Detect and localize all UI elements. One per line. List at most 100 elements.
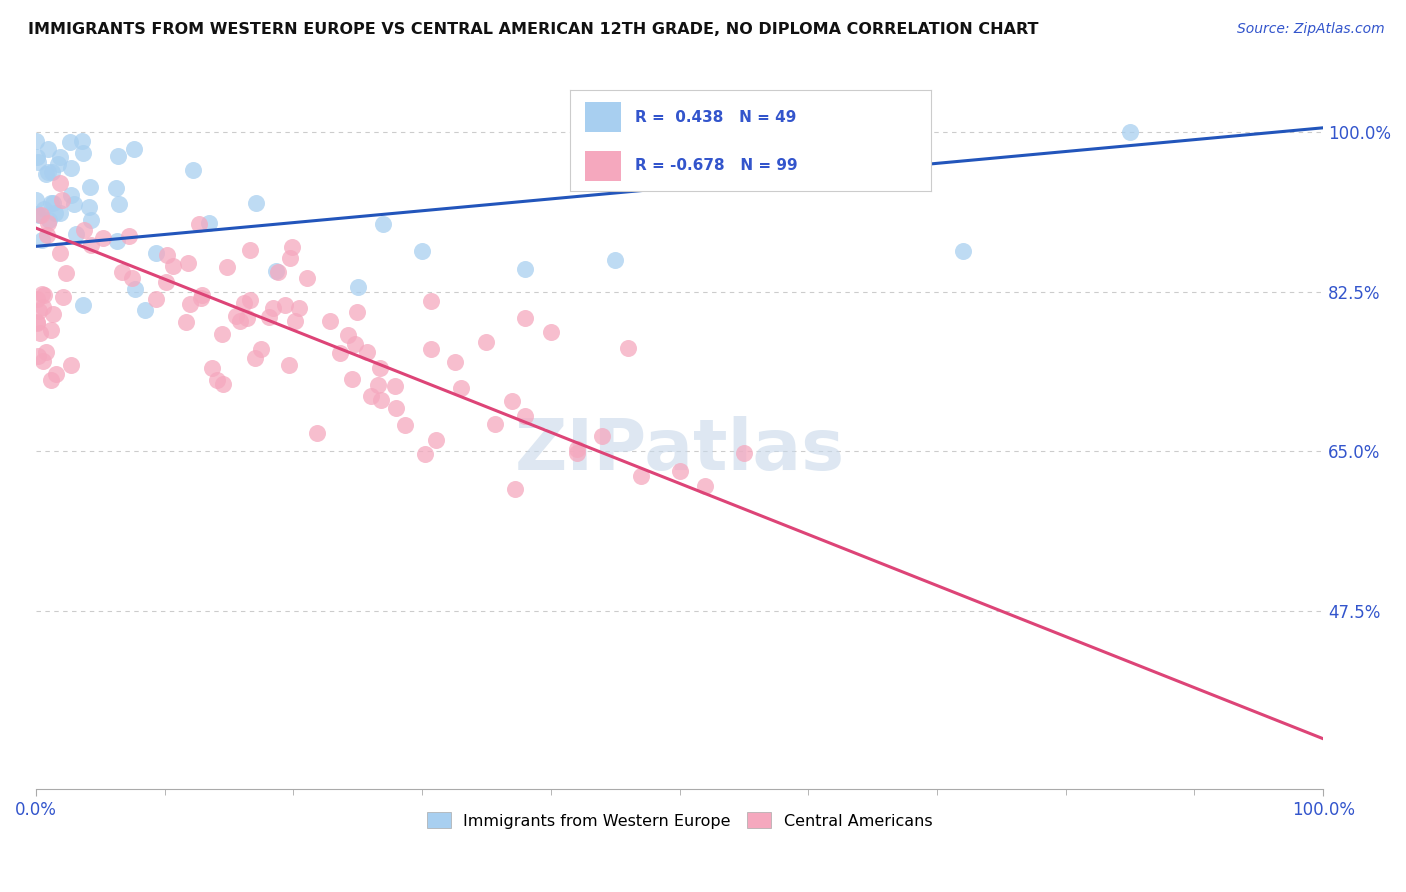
Point (287, 301, 309, 315)
Point (630, 468, 652, 483)
Point (264, 264, 287, 278)
Point (108, 196, 131, 211)
Point (162, 260, 184, 274)
Point (329, 345, 352, 359)
Point (25, 193, 48, 207)
Point (77, 200, 100, 214)
Text: Source: ZipAtlas.com: Source: ZipAtlas.com (1237, 22, 1385, 37)
Point (73, 223, 96, 237)
Point (668, 464, 690, 478)
Point (695, 479, 717, 493)
Point (122, 142, 145, 156)
Point (319, 314, 342, 328)
Point (80, 212, 103, 227)
Point (91, 230, 114, 244)
Point (229, 314, 252, 328)
Point (37, 165, 59, 179)
Point (513, 311, 536, 326)
Point (59, 187, 82, 202)
Point (337, 327, 360, 342)
Point (617, 341, 640, 355)
Point (420, 342, 443, 356)
Point (501, 393, 523, 408)
Point (262, 301, 284, 315)
Point (540, 325, 562, 339)
Point (211, 326, 233, 341)
Point (46, 157, 69, 171)
Point (591, 429, 613, 443)
Point (25, 207, 48, 221)
Point (145, 246, 167, 260)
Point (59, 161, 82, 176)
Point (49, 205, 72, 219)
Point (188, 217, 211, 231)
Point (145, 292, 167, 306)
Point (484, 417, 506, 431)
Point (27, 349, 49, 363)
Point (72, 298, 94, 312)
Point (52, 290, 75, 304)
Point (232, 296, 254, 310)
Point (245, 195, 267, 210)
Point (28, 326, 51, 340)
Text: ZIPatlas: ZIPatlas (515, 416, 845, 485)
Point (346, 305, 368, 319)
Point (121, 271, 143, 285)
Point (37, 216, 59, 230)
Point (201, 360, 224, 375)
Point (27, 208, 49, 222)
Point (70, 134, 93, 148)
Point (284, 314, 307, 328)
Point (39, 373, 62, 387)
Point (111, 264, 134, 278)
Point (225, 309, 247, 323)
Point (952, 244, 974, 258)
Point (31, 300, 53, 314)
Point (48, 176, 70, 190)
Point (733, 445, 755, 459)
Point (174, 315, 197, 329)
Point (49, 150, 72, 164)
Point (28, 304, 51, 318)
Point (259, 310, 281, 325)
Point (38, 212, 60, 227)
Point (342, 372, 364, 386)
Point (373, 217, 395, 231)
Point (59, 358, 82, 372)
Point (156, 248, 179, 262)
Point (243, 351, 266, 365)
Point (35, 227, 58, 242)
Point (1119, 125, 1142, 139)
Point (118, 228, 141, 243)
Point (79, 179, 101, 194)
Point (444, 355, 467, 369)
Point (63, 197, 86, 211)
Point (65, 227, 87, 241)
Text: IMMIGRANTS FROM WESTERN EUROPE VS CENTRAL AMERICAN 12TH GRADE, NO DIPLOMA CORREL: IMMIGRANTS FROM WESTERN EUROPE VS CENTRA… (28, 22, 1039, 37)
Point (27, 292, 49, 306)
Point (179, 296, 201, 310)
Point (250, 342, 273, 356)
Point (278, 358, 301, 372)
Point (385, 401, 408, 415)
Point (25, 134, 48, 148)
Point (344, 336, 367, 351)
Point (356, 344, 378, 359)
Point (368, 361, 391, 376)
Point (207, 373, 229, 387)
Point (605, 252, 627, 267)
Point (25, 150, 48, 164)
Point (278, 251, 301, 265)
Point (450, 381, 472, 395)
Point (72, 146, 94, 161)
Point (41, 165, 63, 179)
Point (35, 345, 58, 359)
Point (565, 442, 588, 457)
Point (55, 266, 77, 280)
Point (37, 142, 59, 156)
Point (503, 483, 526, 497)
Point (107, 149, 129, 163)
Point (394, 418, 416, 433)
Point (360, 389, 382, 403)
Point (475, 335, 498, 350)
